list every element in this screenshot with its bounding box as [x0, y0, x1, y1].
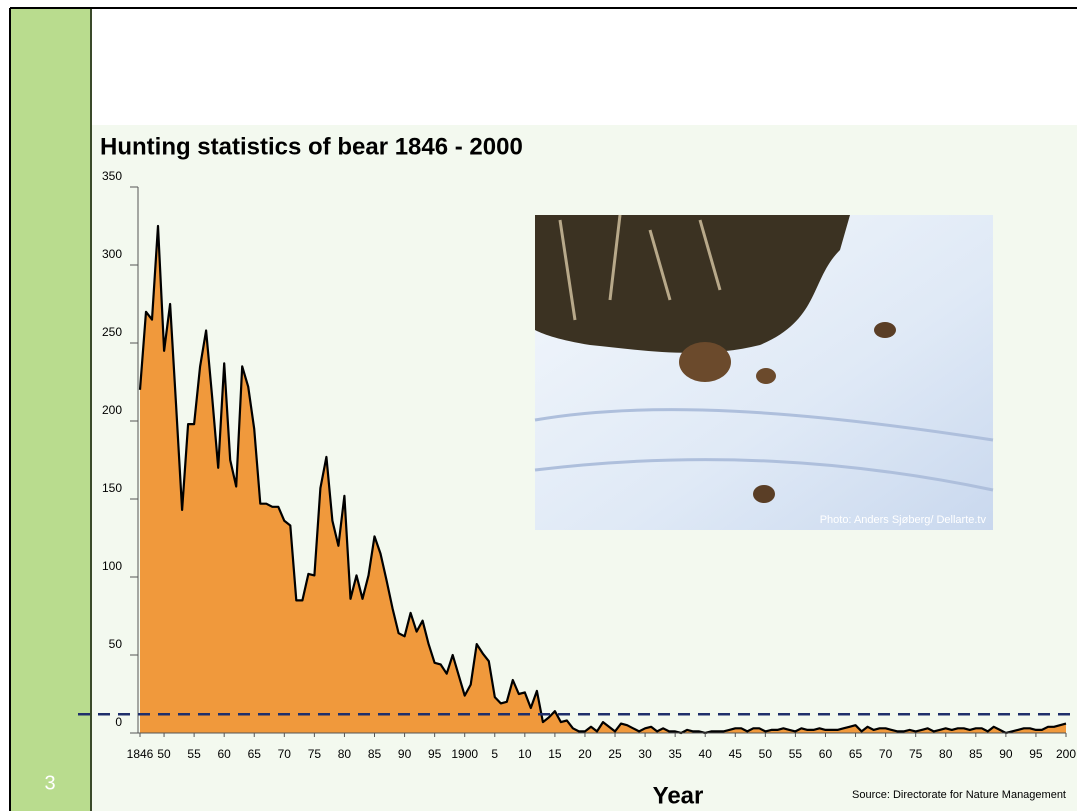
photo-cub	[756, 368, 776, 384]
x-tick-label: 80	[939, 747, 953, 761]
y-tick-label: 350	[102, 169, 122, 183]
area-fill	[140, 226, 1066, 733]
x-tick-label: 75	[308, 747, 322, 761]
photo-trees	[558, 214, 722, 321]
x-tick-label: 20	[578, 747, 592, 761]
x-tick-label: 10	[518, 747, 532, 761]
y-tick-label: 150	[102, 481, 122, 495]
photo-forest	[535, 215, 850, 353]
photo-cub	[874, 322, 896, 338]
x-tick-label: 45	[729, 747, 743, 761]
x-tick-label: 65	[849, 747, 863, 761]
x-tick-label: 35	[668, 747, 682, 761]
x-tick-label: 15	[548, 747, 562, 761]
x-tick-label: 55	[187, 747, 201, 761]
source-note: Source: Directorate for Nature Managemen…	[852, 789, 1066, 801]
photo-cub	[753, 485, 775, 503]
x-tick-label: 90	[999, 747, 1013, 761]
x-tick-label: 85	[368, 747, 382, 761]
side-bar	[10, 8, 90, 811]
x-tick-label: 60	[819, 747, 833, 761]
photo-credit: Photo: Anders Sjøberg/ Dellarte.tv	[820, 514, 987, 526]
chart-title: Hunting statistics of bear 1846 - 2000	[100, 133, 523, 160]
x-tick-label: 40	[699, 747, 713, 761]
x-tick-label: 5	[491, 747, 498, 761]
y-tick-label: 300	[102, 247, 122, 261]
photo-bear	[679, 342, 731, 382]
x-tick-label: 95	[1029, 747, 1043, 761]
x-tick-label: 1900	[451, 747, 478, 761]
y-tick-label: 0	[115, 715, 122, 729]
y-tick-label: 200	[102, 403, 122, 417]
x-tick-label: 70	[879, 747, 893, 761]
x-tick-label: 80	[338, 747, 352, 761]
x-tick-label: 75	[909, 747, 923, 761]
slide-number: 3	[44, 772, 55, 794]
x-tick-label: 85	[969, 747, 983, 761]
x-tick-label: 200	[1056, 747, 1076, 761]
x-tick-label: 70	[278, 747, 292, 761]
x-tick-label: 1846	[127, 747, 154, 761]
area-line	[138, 224, 1067, 735]
y-tick-label: 100	[102, 559, 122, 573]
x-axis-title: Year	[653, 782, 704, 809]
x-tick-label: 95	[428, 747, 442, 761]
photo-tracks	[534, 408, 994, 492]
y-tick-label: 250	[102, 325, 122, 339]
x-tick-label: 30	[638, 747, 652, 761]
x-tick-label: 90	[398, 747, 412, 761]
x-tick-label: 55	[789, 747, 803, 761]
x-tick-label: 25	[608, 747, 622, 761]
x-tick-label: 50	[157, 747, 171, 761]
x-tick-label: 50	[759, 747, 773, 761]
x-tick-label: 60	[218, 747, 232, 761]
x-tick-label: 65	[248, 747, 262, 761]
photo: Photo: Anders Sjøberg/ Dellarte.tv	[534, 214, 994, 530]
y-tick-label: 50	[109, 637, 123, 651]
